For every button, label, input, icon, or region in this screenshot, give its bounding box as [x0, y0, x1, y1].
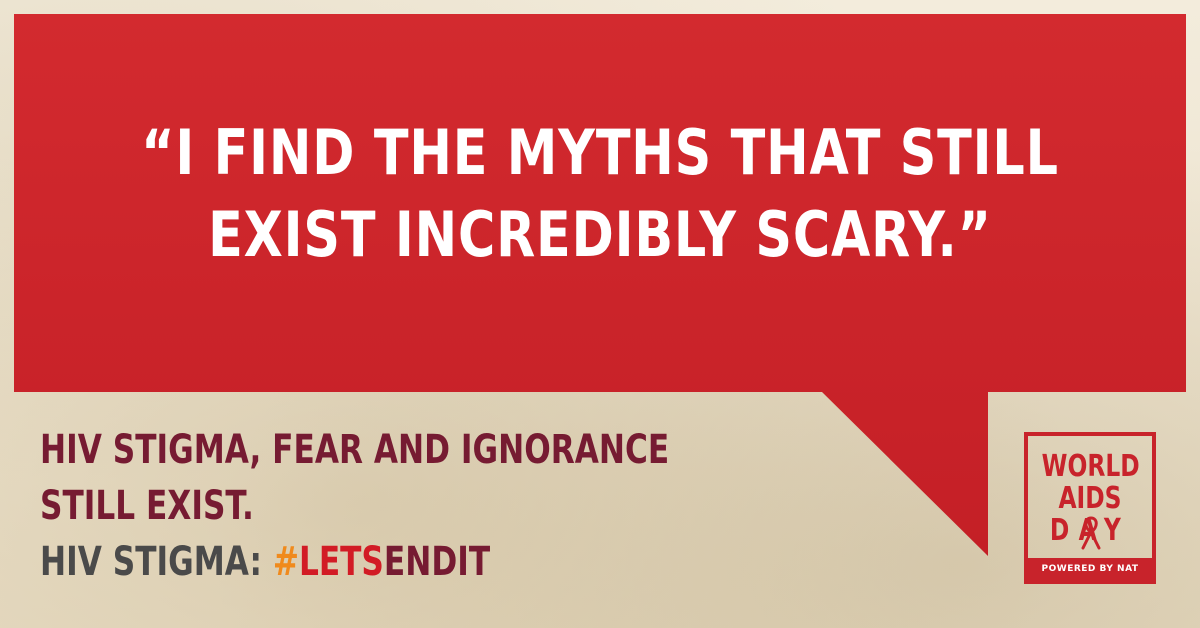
- logo-word-aids: AIDS: [1058, 481, 1122, 516]
- powered-by-badge: POWERED BY NAT: [1028, 558, 1152, 580]
- hashtag-hash: #: [272, 539, 299, 585]
- tagline-line-2: STILL EXIST.: [40, 483, 254, 529]
- hashtag-endit: ENDIT: [383, 539, 491, 585]
- tagline-line-1: HIV STIGMA, FEAR AND IGNORANCE: [40, 427, 670, 473]
- tagline-line-3: HIV STIGMA: #LETSENDIT: [40, 534, 633, 590]
- world-aids-day-logo: WORLD AIDS DAY POWERED BY NAT: [1024, 432, 1156, 584]
- tagline: HIV STIGMA, FEAR AND IGNORANCE STILL EXI…: [40, 422, 670, 590]
- quote-line-2: EXIST INCREDIBLY SCARY.”: [208, 198, 992, 271]
- hashtag-lets: LETS: [298, 539, 384, 585]
- red-ribbon-icon: [1081, 516, 1101, 550]
- speech-bubble-shape: [14, 14, 1186, 556]
- tagline-prefix: HIV STIGMA:: [40, 539, 273, 585]
- logo-word-world: WORLD: [1041, 449, 1140, 484]
- quote-headline: “I FIND THE MYTHS THAT STILL EXIST INCRE…: [141, 112, 1059, 276]
- quote-line-1: “I FIND THE MYTHS THAT STILL: [141, 116, 1059, 189]
